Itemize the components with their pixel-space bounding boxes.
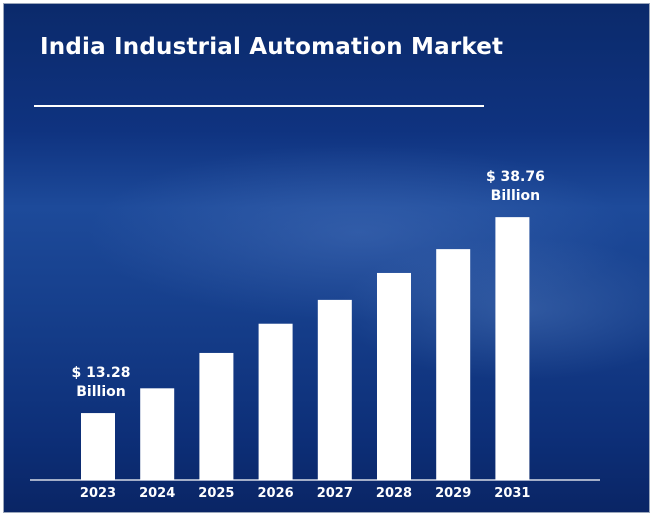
x-tick-label: 2028 xyxy=(376,486,412,501)
x-tick-label: 2025 xyxy=(198,486,234,501)
bar-2026 xyxy=(258,323,293,480)
bar-2031 xyxy=(495,217,530,480)
data-label: $ 38.76 xyxy=(486,169,545,185)
x-tick-label: 2027 xyxy=(317,486,353,501)
x-tick-label: 2024 xyxy=(139,486,175,501)
title-divider xyxy=(34,105,484,107)
bar-2023 xyxy=(81,413,115,480)
x-tick-label: 2023 xyxy=(80,486,116,501)
chart-title: India Industrial Automation Market xyxy=(40,34,504,60)
bar-2024 xyxy=(140,388,175,480)
bar-2025 xyxy=(199,352,234,480)
x-tick-label: 2031 xyxy=(494,486,530,501)
bar-2027 xyxy=(317,299,352,480)
bar-2028 xyxy=(377,272,411,480)
data-label: Billion xyxy=(491,188,540,204)
x-tick-label: 2029 xyxy=(435,486,471,501)
bar-2029 xyxy=(436,249,471,480)
data-label: Billion xyxy=(76,384,125,400)
data-label: $ 13.28 xyxy=(72,365,131,381)
x-tick-label: 2026 xyxy=(258,486,294,501)
